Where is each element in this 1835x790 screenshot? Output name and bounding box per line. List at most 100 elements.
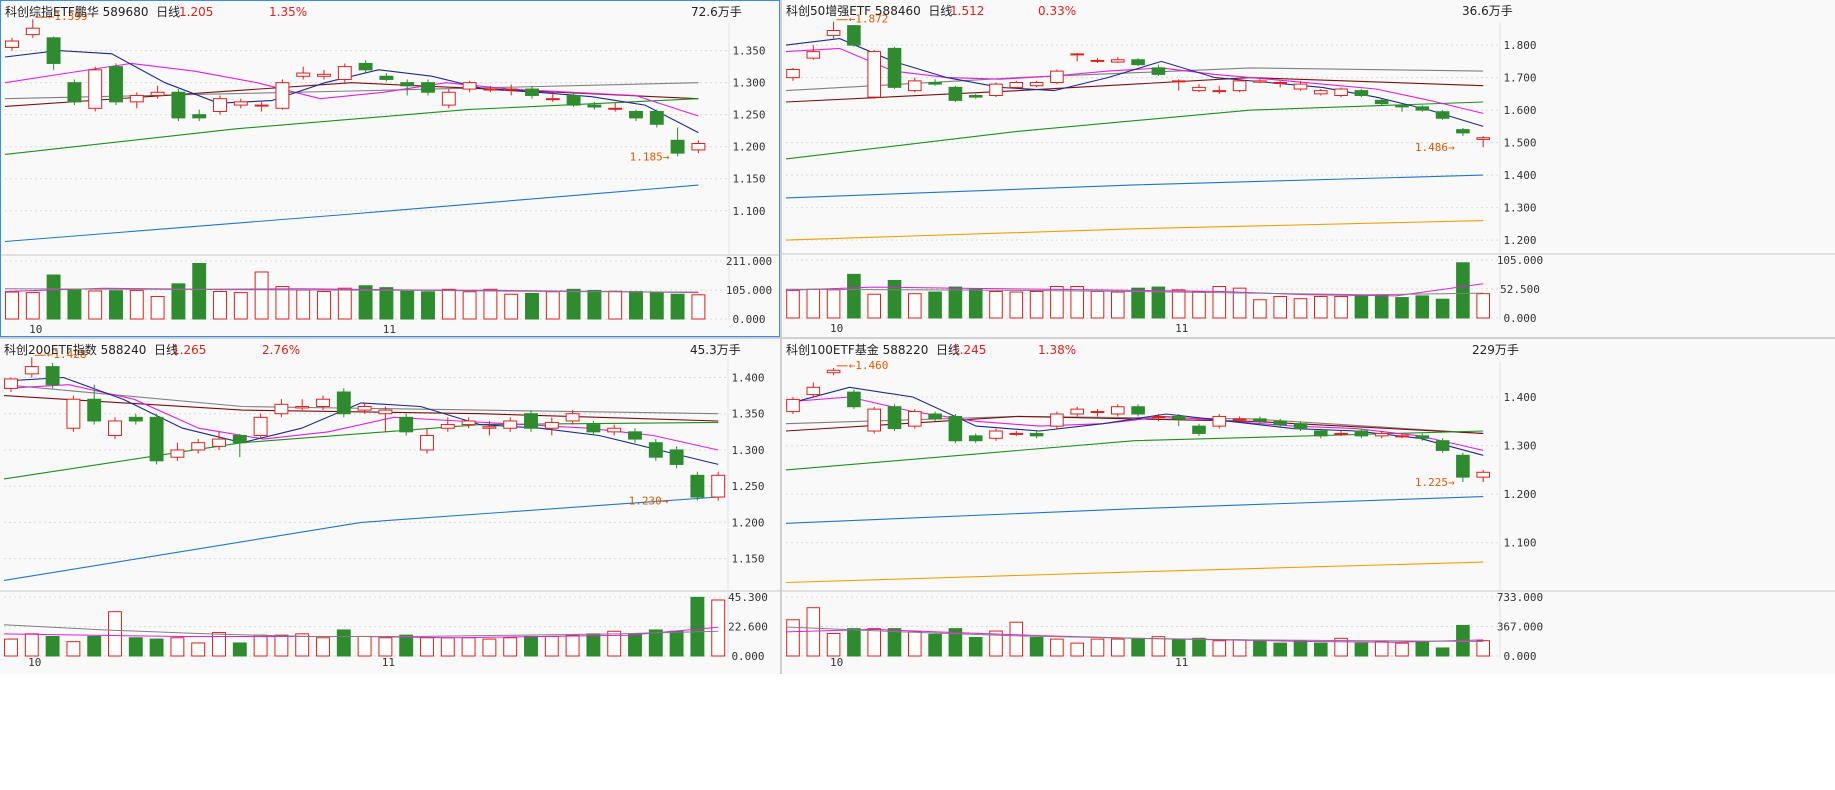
security-name: 科创200ETF指数 588240 日线 <box>4 343 179 357</box>
candle-up <box>565 413 580 422</box>
price-tick-label: 1.150 <box>732 173 765 186</box>
ma60-line <box>785 430 1484 471</box>
price-tick-label: 1.400 <box>1503 169 1536 182</box>
candle-up <box>191 442 206 451</box>
candle-up <box>1070 408 1084 415</box>
volume-tick-label: 0.000 <box>732 313 765 326</box>
volume-bar-up <box>274 634 289 657</box>
volume-bar-up <box>826 289 841 319</box>
ma120-line <box>785 174 1484 199</box>
candle-up <box>1395 435 1409 438</box>
candle-up <box>1232 80 1247 92</box>
ma20-line <box>785 77 1484 103</box>
volume-bar-up <box>316 637 330 657</box>
security-name: 科创50增强ETF 588460 日线 <box>786 4 953 18</box>
candle-up <box>462 82 477 90</box>
volume-bar-up <box>1090 290 1105 319</box>
volume-bar-up <box>24 633 39 657</box>
volume-bar-down <box>1435 298 1450 319</box>
volume-bar-up <box>1273 295 1287 319</box>
candle-down <box>928 413 942 420</box>
candle-up <box>4 378 18 389</box>
candle-up <box>806 51 821 59</box>
candle-down <box>1456 129 1470 134</box>
chart-panel-588460[interactable]: 科创50增强ETF 588460 日线 1.512 0.33% 36.6万手 1… <box>782 0 1835 337</box>
candle-up <box>253 416 268 436</box>
candle-down <box>1151 67 1166 75</box>
volume-bar-down <box>1395 297 1409 319</box>
candle-down <box>1415 435 1430 439</box>
volume-bar-down <box>847 273 861 319</box>
candle-up <box>1293 83 1308 90</box>
volume-bar-up <box>786 619 800 657</box>
volume-tick-label: 0.000 <box>1503 650 1536 663</box>
ma30-line <box>4 82 699 100</box>
ma250-line <box>785 561 1484 584</box>
candle-down <box>1293 423 1308 430</box>
ma60-line <box>4 98 699 155</box>
change-percent: 1.38% <box>1038 343 1077 357</box>
volume-tick-label: 105.000 <box>1497 254 1543 267</box>
candle-down <box>1456 454 1470 478</box>
volume-bar-up <box>867 628 881 657</box>
x-axis-label: 11 <box>1175 322 1188 335</box>
volume-bar-down <box>149 638 164 657</box>
candle-down <box>948 86 963 101</box>
ma120-line <box>3 496 719 581</box>
volume-bar-down <box>400 290 415 320</box>
candle-up <box>786 69 800 79</box>
candle-up <box>482 426 497 429</box>
price-tick-label: 1.400 <box>1503 391 1536 404</box>
volume-bar-down <box>336 629 351 657</box>
x-axis-label: 10 <box>830 322 843 335</box>
volume-bar-down <box>421 291 435 320</box>
volume-bar-up <box>441 288 456 320</box>
candle-up <box>711 474 726 498</box>
candle-down <box>1171 415 1186 420</box>
candle-down <box>45 366 60 386</box>
candle-up <box>357 405 372 411</box>
change-percent: 0.33% <box>1038 4 1077 18</box>
chart-panel-588240[interactable]: 科创200ETF指数 588240 日线 1.265 2.76% 45.3万手 … <box>0 339 780 674</box>
candle-up <box>24 366 39 375</box>
candlestick-chart[interactable]: 1.350 1.300 1.250 1.200 1.150 1.100 211.000 105… <box>1 1 780 337</box>
price-tick-label: 1.300 <box>1503 202 1536 215</box>
candle-up <box>1009 432 1024 435</box>
candle-up <box>275 82 290 109</box>
candle-up <box>483 88 498 91</box>
chart-panel-589680[interactable]: 科创综指ETF鹏华 589680 日线 1.205 1.35% 72.6万手 1… <box>0 0 780 337</box>
candle-up <box>1232 418 1247 421</box>
volume-bar-down <box>948 628 963 657</box>
volume-bar-down <box>587 289 602 320</box>
candle-down <box>887 47 902 88</box>
volume-bar-down <box>87 635 102 657</box>
x-axis-label: 10 <box>830 656 843 669</box>
x-axis-label: 11 <box>382 656 395 669</box>
candle-down <box>1253 418 1267 422</box>
volume-bar-down <box>628 633 642 657</box>
volume-bar-up <box>908 631 922 657</box>
candle-down <box>1415 106 1430 111</box>
ma5-line <box>3 376 719 465</box>
chart-panel-588220[interactable]: 科创100ETF基金 588220 日线 1.245 1.38% 229万手 1… <box>782 339 1835 674</box>
low-label: 1.230→ <box>629 495 669 508</box>
volume-bar-up <box>1476 640 1490 657</box>
price-tick-label: 1.200 <box>1503 234 1536 247</box>
high-label: ←1.399 <box>48 10 88 23</box>
price-tick-label: 1.600 <box>1503 104 1536 117</box>
candlestick-chart[interactable]: 1.400 1.300 1.200 1.100 733.000 367.000 0.000 1… <box>782 339 1835 674</box>
volume-bar-down <box>1171 639 1186 657</box>
price-tick-label: 1.350 <box>731 408 764 421</box>
candle-up <box>274 403 289 415</box>
candle-down <box>887 406 902 430</box>
candle-down <box>336 391 351 415</box>
volume-bar-up <box>461 637 476 657</box>
candlestick-chart[interactable]: 1.400 1.350 1.300 1.250 1.200 1.150 45.300 22.6… <box>0 339 780 674</box>
x-axis-label: 10 <box>29 323 42 336</box>
volume-bar-up <box>1212 286 1227 319</box>
volume-bar-down <box>928 633 942 657</box>
volume-bar-up <box>1232 639 1247 657</box>
candlestick-chart[interactable]: 1.800 1.700 1.600 1.500 1.400 1.300 1.200 105.0… <box>782 0 1835 337</box>
candle-down <box>171 91 186 119</box>
volume-bar-up <box>25 292 40 320</box>
